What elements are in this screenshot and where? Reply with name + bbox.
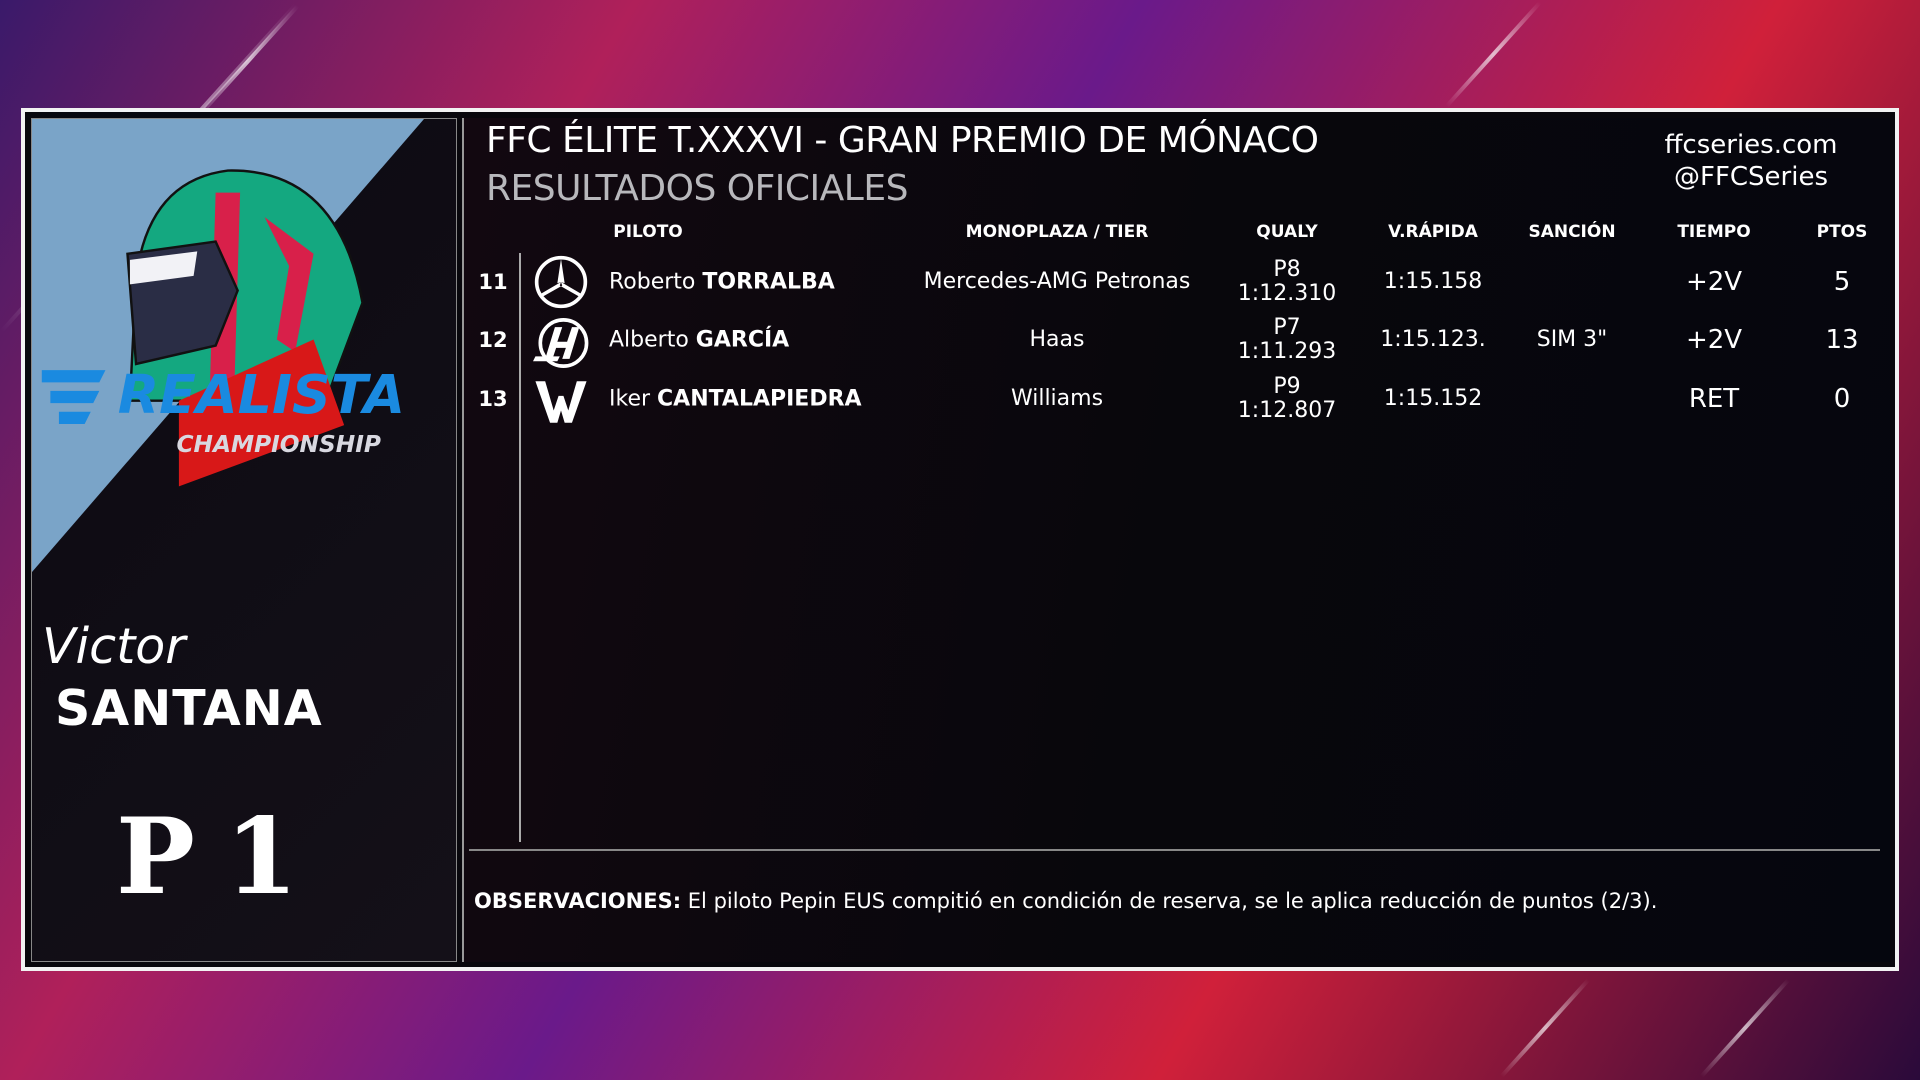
driver-name: Alberto GARCÍA: [609, 327, 790, 353]
social-handle[interactable]: @FFCSeries: [1673, 162, 1829, 192]
fastest-lap: 1:15.158: [1383, 269, 1483, 294]
driver-name: Iker CANTALAPIEDRA: [609, 386, 862, 412]
qualy-result: P7 1:11.293: [1237, 315, 1337, 364]
col-header-monoplaza: MONOPLAZA / TIER: [965, 222, 1149, 242]
background-stripe: [196, 4, 300, 119]
points: 13: [1825, 325, 1859, 355]
fastest-lap: 1:15.152: [1383, 386, 1483, 411]
results-panel: [462, 118, 1890, 962]
row-position: 12: [478, 328, 508, 352]
race-time: +2V: [1685, 325, 1743, 355]
page-title: FFC ÉLITE T.XXXVI - GRAN PREMIO DE MÓNAC…: [486, 120, 1319, 161]
haas-logo-icon: [533, 318, 589, 368]
finish-position: P1: [116, 794, 329, 918]
col-header-piloto: PILOTO: [613, 222, 683, 242]
col-header-qualy: QUALY: [1256, 222, 1318, 242]
page-subtitle: RESULTADOS OFICIALES: [486, 168, 908, 209]
team-name: Haas: [1029, 327, 1085, 352]
team-name: Williams: [1010, 386, 1104, 411]
race-time: RET: [1688, 384, 1740, 414]
driver-card: REALISTA CHAMPIONSHIP: [31, 118, 457, 962]
row-position: 13: [478, 387, 508, 411]
observations: OBSERVACIONES: El piloto Pepin EUS compi…: [474, 889, 1658, 913]
background-stripe: [1700, 978, 1790, 1078]
col-header-tiempo: TIEMPO: [1677, 222, 1751, 242]
team-name: Mercedes-AMG Petronas: [923, 269, 1191, 294]
qualy-result: P9 1:12.807: [1237, 374, 1337, 423]
mercedes-logo-icon: [534, 255, 588, 309]
driver-first-name: Victor: [42, 618, 186, 675]
website-link[interactable]: ffcseries.com: [1664, 130, 1838, 160]
points: 5: [1833, 267, 1851, 297]
driver-name: Roberto TORRALBA: [609, 269, 835, 295]
row-position: 11: [478, 270, 508, 294]
points: 0: [1833, 384, 1851, 414]
driver-last-name: SANTANA: [55, 680, 323, 737]
penalty: SIM 3": [1536, 327, 1608, 352]
svg-text:CHAMPIONSHIP: CHAMPIONSHIP: [176, 431, 380, 458]
qualy-result: P8 1:12.310: [1237, 257, 1337, 306]
williams-logo-icon: [535, 381, 587, 423]
race-time: +2V: [1685, 267, 1743, 297]
background-stripe: [1500, 978, 1590, 1078]
table-divider-vertical: [519, 253, 521, 842]
observations-divider: [469, 849, 1880, 851]
col-header-sancion: SANCIÓN: [1528, 222, 1616, 242]
col-header-ptos: PTOS: [1816, 222, 1868, 242]
col-header-vrapida: V.RÁPIDA: [1388, 222, 1478, 242]
fastest-lap: 1:15.123.: [1380, 327, 1486, 352]
svg-text:REALISTA: REALISTA: [118, 363, 405, 426]
helmet-logo-icon: REALISTA CHAMPIONSHIP: [41, 169, 405, 487]
background-stripe: [1445, 0, 1542, 108]
